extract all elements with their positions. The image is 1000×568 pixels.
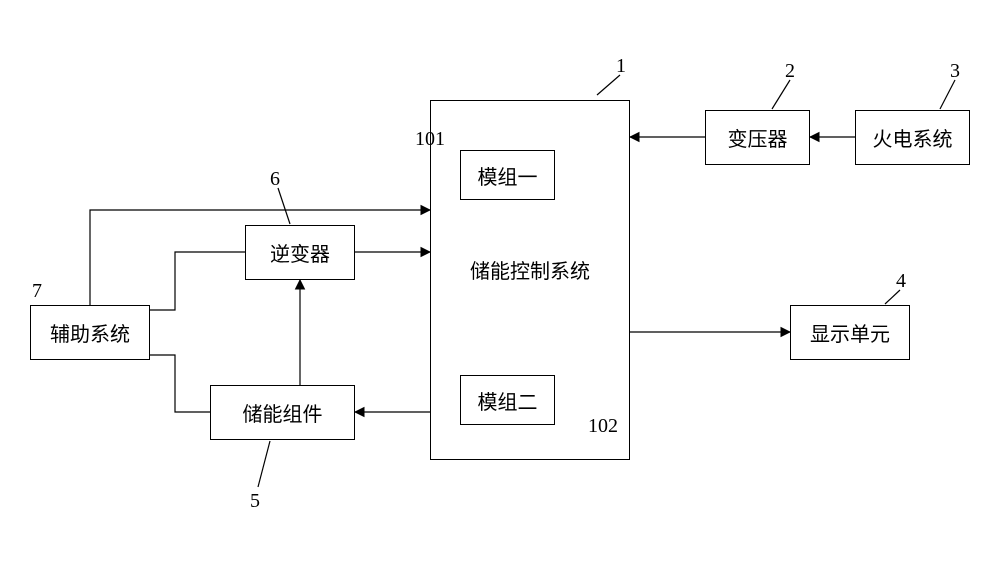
node-aux: 辅助系统 bbox=[30, 305, 150, 360]
node-storage: 储能组件 bbox=[210, 385, 355, 440]
node-inverter: 逆变器 bbox=[245, 225, 355, 280]
leader-l2 bbox=[772, 80, 790, 109]
edge-storage-aux bbox=[150, 355, 210, 412]
node-thermal: 火电系统 bbox=[855, 110, 970, 165]
leader-l3 bbox=[940, 80, 955, 109]
label-l102: 102 bbox=[588, 415, 618, 438]
node-main-label: 储能控制系统 bbox=[430, 255, 630, 284]
label-l1: 1 bbox=[616, 55, 626, 78]
label-l2: 2 bbox=[785, 60, 795, 83]
leader-l1 bbox=[597, 75, 620, 95]
leader-l6 bbox=[278, 188, 290, 224]
label-l7: 7 bbox=[32, 280, 42, 303]
label-l5: 5 bbox=[250, 490, 260, 513]
label-l4: 4 bbox=[896, 270, 906, 293]
node-module1: 模组一 bbox=[460, 150, 555, 200]
label-l3: 3 bbox=[950, 60, 960, 83]
label-l6: 6 bbox=[270, 168, 280, 191]
diagram-canvas: 模组一模组二 变压器火电系统显示单元 逆变器储能组件 辅助系统 储能控制系统 1 2 3 101… bbox=[0, 0, 1000, 568]
label-l101: 101 bbox=[415, 128, 445, 151]
node-module2: 模组二 bbox=[460, 375, 555, 425]
leader-l5 bbox=[258, 441, 270, 487]
node-transformer: 变压器 bbox=[705, 110, 810, 165]
node-display: 显示单元 bbox=[790, 305, 910, 360]
edge-inverter-aux bbox=[150, 252, 245, 310]
